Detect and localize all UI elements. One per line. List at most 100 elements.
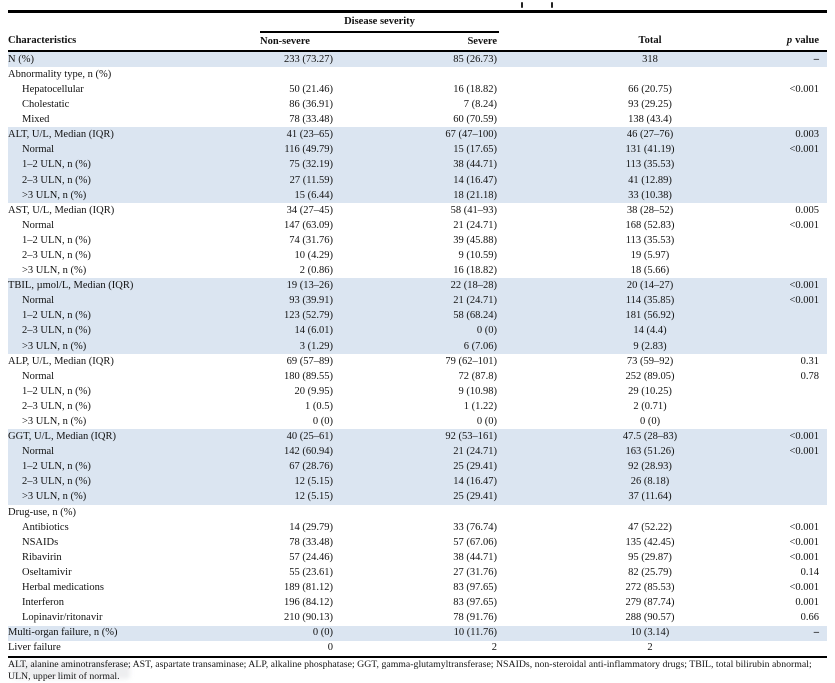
col-header-total: Total (499, 32, 692, 52)
row-label-cell: Hepatocellular (8, 82, 260, 97)
p-value-cell (691, 67, 827, 82)
row-label-cell: Normal (8, 218, 260, 233)
severe-value-cell: 9 (10.59) (458, 249, 498, 261)
p-value-cell: 0.66 (800, 612, 820, 624)
non-severe-value-cell (260, 67, 335, 82)
row-label: 1–2 ULN, n (%) (22, 461, 91, 473)
row-label-cell: >3 ULN, n (%) (8, 187, 260, 203)
table-row: 1–2 ULN, n (%) 75 (32.19) 38 (44.71) 113… (8, 157, 828, 173)
row-label: Normal (22, 370, 55, 382)
row-label-cell: >3 ULN, n (%) (8, 263, 260, 278)
total-value-cell: 113 (35.53) (625, 234, 675, 246)
table-row: Cholestatic 86 (36.91) 7 (8.24) 93 (29.2… (8, 97, 827, 112)
row-label-cell: Mixed (8, 112, 260, 127)
row-label-cell: ALT, U/L, Median (IQR) (8, 127, 260, 143)
cropped-title-fragment (551, 2, 553, 8)
total-value-cell: 18 (5.66) (630, 265, 670, 277)
row-label-cell: Normal (8, 444, 260, 460)
table-row: Drug-use, n (%) (8, 505, 827, 520)
row-label: Normal (22, 219, 55, 231)
non-severe-value-cell: 233 (73.27) (260, 51, 335, 68)
table-row: 1–2 ULN, n (%) 74 (31.76) 39 (45.88) 113… (8, 233, 827, 248)
non-severe-value-cell: 142 (60.94) (260, 444, 335, 460)
total-value-cell: 14 (4.4) (499, 323, 692, 339)
total-value-cell: 114 (35.85) (499, 293, 692, 309)
table-row: TBIL, µmol/L, Median (IQR) 19 (13–26) 22… (8, 278, 828, 294)
total-value-cell: 9 (2.83) (499, 338, 692, 354)
total-value-cell: 73 (59–92) (626, 355, 674, 367)
row-label: Antibiotics (22, 521, 69, 533)
p-value-cell (691, 505, 827, 520)
non-severe-value-cell: 1 (0.5) (305, 400, 333, 412)
p-value-cell: 0.005 (795, 204, 820, 216)
total-value-cell: 163 (51.26) (499, 444, 692, 460)
table-row: ALT, U/L, Median (IQR) 41 (23–65) 67 (47… (8, 127, 828, 143)
severe-value-cell: 92 (53–161) (335, 429, 500, 445)
row-label-cell: NSAIDs (8, 535, 260, 550)
p-value-cell: <0.001 (691, 429, 828, 445)
severe-value-cell: 67 (47–100) (335, 127, 500, 143)
severe-value-cell: 39 (45.88) (453, 234, 498, 246)
row-label-cell: 1–2 ULN, n (%) (8, 233, 260, 248)
table-row: Hepatocellular 50 (21.46) 16 (18.82) 66 … (8, 82, 827, 97)
row-label-cell: Herbal medications (8, 580, 260, 595)
total-value-cell: 168 (52.83) (625, 219, 675, 231)
severe-value-cell: 15 (17.65) (335, 142, 500, 158)
p-value-cell: – (691, 625, 828, 641)
table-body: N (%) 233 (73.27) 85 (26.73) 318 – Abnor… (8, 51, 828, 658)
total-value-cell: 272 (85.53) (625, 582, 675, 594)
non-severe-value-cell: 196 (84.12) (284, 597, 333, 609)
p-value-cell (691, 384, 827, 399)
non-severe-value-cell: 20 (9.95) (294, 385, 334, 397)
p-value-cell (691, 474, 828, 490)
non-severe-value-cell: 34 (27–45) (286, 204, 333, 216)
row-label-cell: 1–2 ULN, n (%) (8, 384, 260, 399)
total-value-cell: 20 (14–27) (499, 278, 692, 294)
p-value-cell (691, 308, 828, 324)
row-label-cell: >3 ULN, n (%) (8, 414, 260, 429)
non-severe-value-cell: 10 (4.29) (294, 249, 334, 261)
row-label: Ribavirin (22, 551, 62, 563)
total-value-cell: 47 (52.22) (628, 521, 672, 533)
non-severe-value-cell: 0 (260, 640, 335, 658)
row-label: 2–3 ULN, n (%) (22, 249, 91, 261)
total-value-cell: 0 (0) (639, 416, 661, 428)
row-label-cell: Cholestatic (8, 97, 260, 112)
total-value-cell: 19 (5.97) (630, 249, 670, 261)
total-value-cell: 288 (90.57) (625, 612, 675, 624)
row-label-cell: 1–2 ULN, n (%) (8, 459, 260, 475)
non-severe-value-cell: 55 (23.61) (289, 566, 333, 578)
table-row: >3 ULN, n (%) 3 (1.29) 6 (7.06) 9 (2.83) (8, 338, 828, 354)
total-value-cell: 93 (29.25) (628, 99, 672, 111)
cropped-title-fragment (521, 2, 523, 8)
table-row: Abnormality type, n (%) (8, 67, 827, 82)
table-row: Normal 180 (89.55) 72 (87.8) 252 (89.05)… (8, 369, 827, 384)
p-value-cell: 0.14 (800, 566, 820, 578)
total-value-cell: 47.5 (28–83) (499, 429, 692, 445)
total-value-cell: 113 (35.53) (499, 157, 692, 173)
total-value-cell (499, 505, 691, 520)
row-label: Liver failure (8, 642, 61, 654)
row-label-cell: AST, U/L, Median (IQR) (8, 203, 260, 218)
table-row: 1–2 ULN, n (%) 123 (52.79) 58 (68.24) 18… (8, 308, 828, 324)
table-row: 2–3 ULN, n (%) 10 (4.29) 9 (10.59) 19 (5… (8, 248, 827, 263)
row-label: Normal (22, 144, 55, 156)
severe-value-cell: 16 (18.82) (453, 83, 498, 95)
table-row: 1–2 ULN, n (%) 20 (9.95) 9 (10.98) 29 (1… (8, 384, 827, 399)
non-severe-value-cell: 147 (63.09) (284, 219, 333, 231)
row-label-cell: >3 ULN, n (%) (8, 489, 260, 505)
p-value-cell: <0.001 (789, 219, 820, 231)
table-row: AST, U/L, Median (IQR) 34 (27–45) 58 (41… (8, 203, 827, 218)
row-label: Herbal medications (22, 582, 104, 594)
row-label: 2–3 ULN, n (%) (22, 174, 91, 186)
row-label-cell: 2–3 ULN, n (%) (8, 323, 260, 339)
total-value-cell: 46 (27–76) (499, 127, 692, 143)
group-header-spacer (8, 12, 260, 33)
total-value-cell: 135 (42.45) (625, 536, 675, 548)
p-value-cell: <0.001 (789, 83, 820, 95)
table-row: Liver failure 0 2 2 (8, 640, 828, 658)
p-value-cell: <0.001 (691, 142, 828, 158)
p-value-rest: value (795, 35, 820, 47)
p-value-cell: – (691, 51, 828, 68)
row-label: ALT, U/L, Median (IQR) (8, 129, 114, 141)
